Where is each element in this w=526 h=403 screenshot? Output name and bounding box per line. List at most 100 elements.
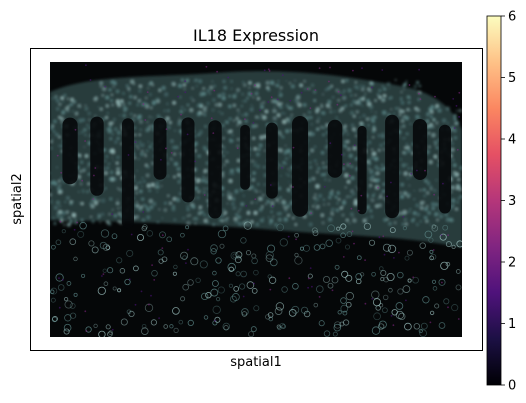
tissue-speckle xyxy=(146,183,151,188)
colorbar-tick-label: 6 xyxy=(508,10,516,25)
tissue-speckle xyxy=(222,154,225,158)
tissue-speckle xyxy=(337,99,340,102)
tissue-speckle xyxy=(103,148,107,152)
cell-ring xyxy=(299,246,305,251)
expression-spot xyxy=(177,95,180,98)
tissue-speckle xyxy=(412,217,415,220)
tissue-speckle xyxy=(432,125,435,128)
tissue-speckle xyxy=(367,102,372,107)
tissue-speckle xyxy=(69,103,73,106)
tissue-speckle xyxy=(370,198,375,202)
tissue-speckle xyxy=(72,200,74,203)
tissue-speckle xyxy=(277,186,282,191)
expression-spot xyxy=(382,235,385,238)
tissue-speckle xyxy=(111,133,114,136)
tissue-speckle xyxy=(213,84,216,88)
tissue-speckle xyxy=(299,83,303,87)
tissue-speckle xyxy=(372,136,375,139)
tissue-speckle xyxy=(277,80,280,83)
expression-spot xyxy=(271,205,274,208)
expression-spot xyxy=(318,67,321,70)
cell-ring xyxy=(223,325,229,331)
tissue-speckle xyxy=(303,103,307,107)
tissue-speckle xyxy=(400,98,403,101)
tissue-speckle xyxy=(320,105,324,108)
tissue-speckle xyxy=(235,117,239,120)
cell-ring xyxy=(227,262,236,272)
tissue-speckle xyxy=(116,167,120,171)
tissue-speckle xyxy=(439,214,444,219)
tissue-speckle xyxy=(106,112,109,115)
tissue-speckle xyxy=(415,223,419,226)
expression-spot xyxy=(287,235,290,238)
tissue-speckle xyxy=(97,213,101,217)
tissue-speckle xyxy=(225,218,228,221)
tissue-speckle xyxy=(140,153,144,157)
expression-spot xyxy=(276,98,279,101)
tissue-speckle xyxy=(258,196,263,201)
tissue-speckle xyxy=(149,205,154,210)
tissue-speckle xyxy=(307,139,310,141)
tissue-speckle xyxy=(232,103,236,107)
tissue-speckle xyxy=(177,121,182,126)
tissue-speckle xyxy=(141,218,146,222)
tissue-speckle xyxy=(346,140,350,144)
tissue-speckle xyxy=(217,224,219,226)
tissue-speckle xyxy=(413,84,418,89)
tissue-speckle xyxy=(369,177,372,180)
cell-ring xyxy=(323,330,331,337)
cell-ring xyxy=(380,277,385,282)
tissue-speckle xyxy=(354,199,358,203)
expression-spot xyxy=(111,213,114,216)
tissue-speckle xyxy=(309,166,312,169)
cell-ring xyxy=(141,225,147,232)
tissue-speckle xyxy=(434,106,438,110)
tissue-speckle xyxy=(60,216,63,219)
tissue-speckle xyxy=(137,99,141,103)
tissue-speckle xyxy=(383,87,387,91)
expression-spot xyxy=(148,303,150,306)
tissue-speckle xyxy=(411,219,415,223)
tissue-speckle xyxy=(313,196,316,200)
expression-spot xyxy=(307,277,310,280)
tissue-speckle xyxy=(281,111,284,115)
tissue-speckle xyxy=(416,212,421,217)
expression-spot xyxy=(150,294,152,297)
tissue-speckle xyxy=(63,94,67,97)
tissue-speckle xyxy=(90,204,95,209)
tissue-speckle xyxy=(84,104,87,107)
tissue-speckle xyxy=(294,98,298,103)
tissue-speckle xyxy=(286,204,290,208)
tissue-speckle xyxy=(52,130,56,133)
tissue-speckle xyxy=(399,191,402,195)
cell-ring xyxy=(172,307,180,315)
tissue-speckle xyxy=(405,143,408,146)
tissue-speckle xyxy=(168,201,173,205)
expression-spot xyxy=(311,285,313,288)
tissue-speckle xyxy=(120,142,123,145)
cell-ring xyxy=(55,239,62,246)
expression-spot xyxy=(442,182,444,185)
expression-spot xyxy=(186,133,189,136)
tissue-speckle xyxy=(200,91,202,93)
expression-spot xyxy=(456,148,459,151)
tissue-speckle xyxy=(446,106,450,111)
tissue-speckle xyxy=(230,80,233,83)
expression-spot xyxy=(328,80,330,83)
expression-spot xyxy=(281,166,283,169)
cell-ring xyxy=(199,260,208,269)
tissue-speckle xyxy=(282,161,286,165)
tissue-speckle xyxy=(172,205,175,209)
expression-spot xyxy=(185,262,187,264)
tissue-speckle xyxy=(272,215,275,218)
tissue-speckle xyxy=(378,203,382,208)
tissue-speckle xyxy=(329,111,331,113)
expression-spot xyxy=(309,267,312,269)
expression-spot xyxy=(244,118,246,121)
tissue-speckle xyxy=(191,87,194,90)
tissue-speckle xyxy=(75,112,78,116)
expression-spot xyxy=(352,69,354,72)
tissue-speckle xyxy=(230,193,232,196)
tissue-speckle xyxy=(54,97,57,100)
tissue-speckle xyxy=(50,172,51,174)
